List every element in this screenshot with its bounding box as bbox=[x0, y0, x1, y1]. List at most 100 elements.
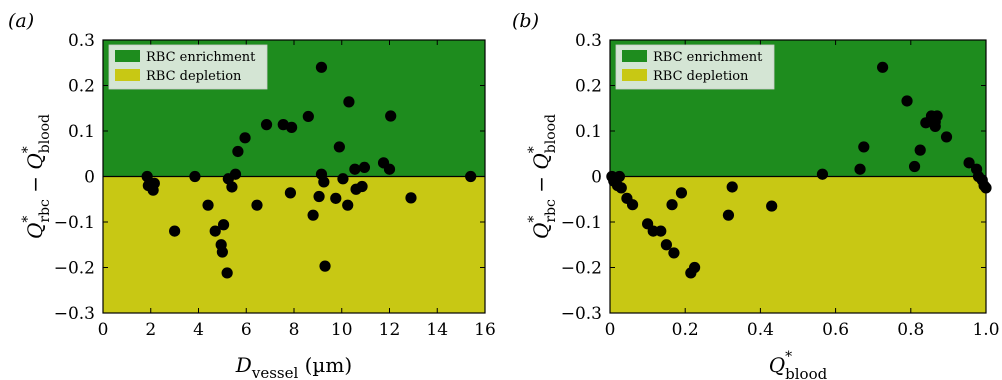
y-tick-label: 0.1 bbox=[68, 122, 95, 142]
x-tick-label: 0 bbox=[98, 320, 109, 340]
panel-label: (b) bbox=[512, 10, 539, 32]
y-tick-label: −0.1 bbox=[561, 213, 602, 233]
panel-label: (a) bbox=[8, 10, 34, 32]
data-point bbox=[675, 187, 688, 199]
legend-entry-depletion: RBC depletion bbox=[653, 69, 749, 84]
legend: RBC enrichment RBC depletion bbox=[615, 44, 775, 90]
data-point bbox=[284, 187, 297, 199]
x-tick-label: 0.8 bbox=[897, 320, 924, 340]
y-axis-label: Q*rbc − Q*blood bbox=[526, 114, 559, 239]
region-depletion bbox=[103, 176, 485, 313]
data-point bbox=[337, 173, 349, 185]
x-tick-label: 6 bbox=[241, 320, 252, 340]
data-point bbox=[816, 168, 829, 180]
y-tick-label: −0.1 bbox=[54, 213, 95, 233]
x-tick-label: 0.4 bbox=[747, 320, 774, 340]
data-point bbox=[189, 170, 201, 183]
data-point bbox=[726, 181, 738, 193]
y-tick-label: 0 bbox=[84, 168, 95, 188]
data-point bbox=[141, 170, 153, 183]
data-point bbox=[668, 247, 680, 259]
y-tick-label: −0.3 bbox=[561, 304, 602, 324]
y-tick-label: 0.2 bbox=[575, 77, 602, 97]
data-point bbox=[286, 121, 298, 133]
data-point bbox=[626, 199, 639, 211]
x-tick-label: 8 bbox=[289, 320, 300, 340]
data-point bbox=[202, 199, 214, 211]
legend-swatch-enrichment bbox=[115, 50, 140, 62]
chart-panel-a: −0.3 −0.2 −0.1 0 0.1 0.2 0.3 0 2 4 6 8 10 12 14 16 RBC e… bbox=[8, 10, 496, 380]
data-point bbox=[901, 95, 913, 107]
data-point bbox=[315, 61, 328, 73]
y-tick-label: −0.2 bbox=[54, 259, 95, 279]
x-tick-label: 1.0 bbox=[972, 320, 999, 340]
data-point bbox=[229, 168, 242, 180]
data-point bbox=[660, 239, 673, 251]
data-point bbox=[217, 219, 230, 231]
y-tick-label: 0.3 bbox=[68, 31, 95, 51]
data-point bbox=[666, 199, 678, 211]
data-point bbox=[963, 157, 975, 169]
x-tick-label: 4 bbox=[193, 320, 204, 340]
data-point bbox=[330, 192, 342, 204]
data-point bbox=[209, 225, 221, 237]
x-tick-label: 0.2 bbox=[672, 320, 699, 340]
x-tick-label: 2 bbox=[145, 320, 156, 340]
data-point bbox=[613, 170, 626, 183]
y-tick-label: −0.2 bbox=[561, 259, 602, 279]
legend: RBC enrichment RBC depletion bbox=[108, 44, 268, 90]
data-point bbox=[858, 141, 870, 153]
data-point bbox=[239, 132, 251, 144]
data-point bbox=[319, 260, 331, 272]
data-point bbox=[216, 246, 228, 258]
x-tick-label: 14 bbox=[426, 320, 448, 340]
data-point bbox=[940, 131, 953, 143]
legend-entry-enrichment: RBC enrichment bbox=[653, 50, 763, 65]
data-point bbox=[342, 199, 354, 211]
legend-entry-enrichment: RBC enrichment bbox=[146, 50, 256, 65]
legend-entry-depletion: RBC depletion bbox=[146, 69, 242, 84]
data-point bbox=[465, 170, 477, 183]
data-point bbox=[655, 225, 667, 237]
data-point bbox=[615, 182, 627, 194]
x-axis-label: Dvessel (µm) bbox=[235, 353, 352, 380]
x-tick-label: 12 bbox=[379, 320, 401, 340]
data-point bbox=[148, 177, 160, 189]
data-point bbox=[689, 261, 701, 274]
data-point bbox=[356, 180, 368, 193]
data-point bbox=[349, 163, 361, 175]
data-point bbox=[405, 192, 417, 204]
data-point bbox=[766, 200, 778, 212]
data-point bbox=[931, 110, 943, 122]
x-tick-label: 16 bbox=[474, 320, 496, 340]
x-axis-label: Q* blood bbox=[769, 349, 828, 380]
data-point bbox=[854, 163, 866, 175]
data-point bbox=[722, 209, 735, 221]
data-point bbox=[302, 110, 314, 123]
data-point bbox=[251, 199, 263, 211]
data-point bbox=[385, 110, 397, 122]
data-point bbox=[343, 96, 355, 108]
chart-panel-b: −0.3 −0.2 −0.1 0 0.1 0.2 0.3 0 0.2 0.4 0.6 0.8 1.0 RB… bbox=[512, 10, 1000, 380]
data-point bbox=[318, 176, 330, 188]
data-point bbox=[307, 209, 319, 221]
data-point bbox=[877, 61, 889, 73]
data-point bbox=[232, 145, 244, 158]
data-point bbox=[358, 161, 371, 173]
data-point bbox=[221, 267, 233, 279]
legend-swatch-depletion bbox=[115, 69, 140, 81]
data-point bbox=[226, 181, 238, 193]
data-point bbox=[914, 144, 926, 156]
data-point bbox=[383, 163, 396, 175]
legend-swatch-enrichment bbox=[622, 50, 647, 62]
data-point bbox=[313, 190, 325, 203]
y-tick-label: 0.2 bbox=[68, 77, 95, 97]
x-tick-label: 10 bbox=[331, 320, 353, 340]
x-tick-label: 0.6 bbox=[822, 320, 849, 340]
y-tick-label: 0.1 bbox=[575, 122, 602, 142]
data-point bbox=[169, 225, 181, 237]
y-tick-label: 0.3 bbox=[575, 31, 602, 51]
legend-swatch-depletion bbox=[622, 69, 647, 81]
y-axis-label: Q*rbc − Q*blood bbox=[20, 114, 53, 239]
